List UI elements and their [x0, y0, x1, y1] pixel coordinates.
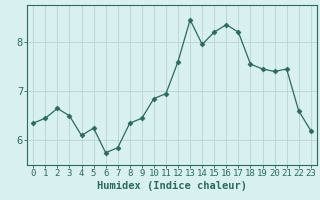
X-axis label: Humidex (Indice chaleur): Humidex (Indice chaleur) — [97, 181, 247, 191]
